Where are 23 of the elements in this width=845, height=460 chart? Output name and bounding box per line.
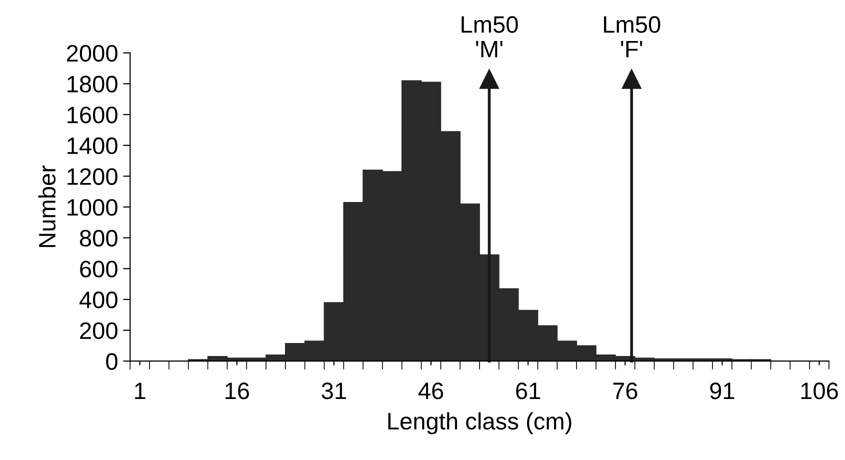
ref-line-label: Lm50 'M' [462, 16, 518, 58]
x-tick-label: 46 [418, 382, 444, 400]
y-tick-label: 1400 [68, 137, 118, 154]
y-tick-label: 1000 [68, 199, 118, 216]
y-axis-title: Number [38, 165, 56, 248]
y-tick-label: 1200 [68, 168, 118, 185]
x-axis-title: Length class (cm) [388, 412, 572, 434]
y-tick-label: 1800 [68, 76, 118, 93]
y-tick-label: 600 [80, 260, 118, 278]
x-tick-label: 91 [710, 382, 734, 400]
x-tick-label: 76 [613, 382, 638, 400]
y-tick-label: 400 [79, 292, 118, 308]
y-tick-label: 0 [106, 353, 118, 370]
y-tick-label: 1600 [68, 106, 118, 124]
y-tick-label: 200 [80, 322, 118, 340]
x-tick-label: 16 [226, 382, 249, 400]
ref-line-label: Lm50 'F' [604, 16, 660, 58]
y-tick-label: 800 [80, 230, 118, 247]
x-tick-label: 1 [135, 382, 146, 400]
x-tick-label: 61 [516, 382, 540, 400]
y-tick-label: 2000 [66, 44, 118, 62]
x-tick-label: 106 [801, 382, 838, 400]
x-tick-label: 31 [322, 382, 346, 400]
